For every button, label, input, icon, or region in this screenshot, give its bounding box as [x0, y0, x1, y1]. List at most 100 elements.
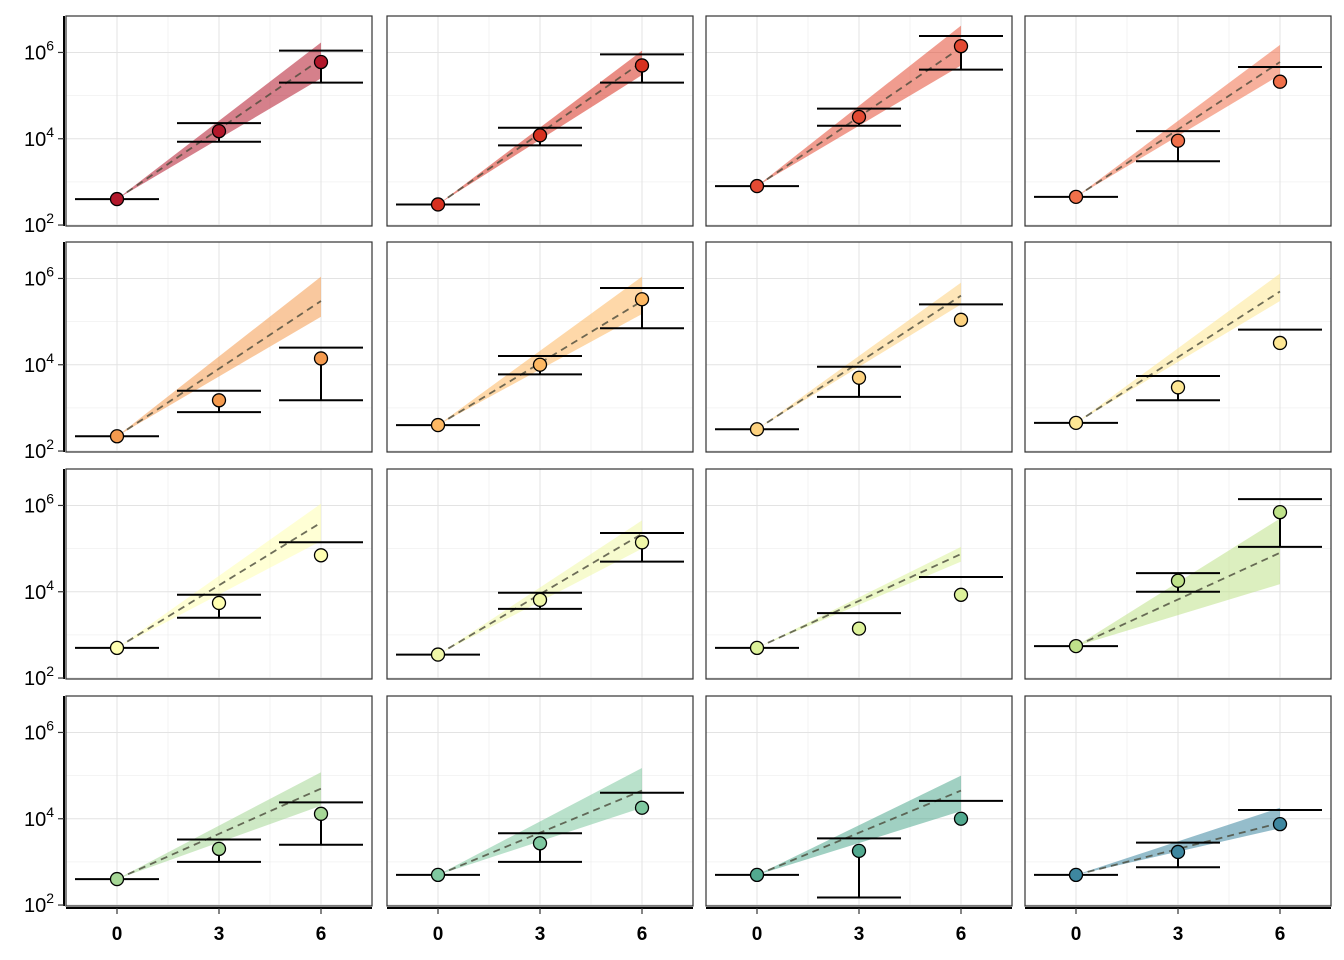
confidence-band: [117, 503, 321, 648]
data-point: [532, 128, 548, 143]
panel-10: [386, 468, 694, 680]
y-tick-label: 102: [24, 890, 54, 917]
data-point: [430, 867, 446, 883]
data-point: [1068, 415, 1084, 431]
data-point: [313, 806, 329, 821]
confidence-band: [117, 276, 321, 437]
data-point: [1068, 189, 1084, 205]
data-point: [1170, 133, 1186, 148]
trend-line: [437, 533, 643, 656]
data-point: [532, 592, 548, 607]
x-tick-label: 3: [214, 924, 225, 945]
data-point: [851, 370, 867, 385]
data-point: [313, 351, 329, 366]
data-point: [953, 811, 969, 826]
data-point: [211, 124, 227, 139]
panel-9: 102 104 106: [24, 468, 373, 690]
data-point: [953, 312, 969, 327]
confidence-band: [757, 546, 961, 648]
confidence-band: [117, 42, 321, 200]
data-point: [211, 393, 227, 408]
data-point: [313, 54, 329, 70]
data-point: [1170, 844, 1186, 860]
panel-border: [65, 241, 373, 453]
data-point: [109, 640, 125, 656]
trend-line: [116, 787, 322, 880]
panel-border: [386, 241, 694, 453]
data-point: [953, 587, 969, 602]
data-point: [313, 548, 329, 563]
panel-7: [705, 241, 1013, 453]
data-point: [211, 595, 227, 611]
trend-line: [1075, 551, 1281, 647]
confidence-band: [1076, 273, 1280, 423]
panel-5: 102 104 106: [24, 241, 373, 463]
x-tick-label: 6: [956, 924, 967, 945]
data-point: [1170, 573, 1186, 588]
data-point: [634, 800, 650, 815]
panel-border: [1024, 695, 1332, 907]
data-point: [749, 178, 765, 194]
panel-border: [705, 468, 1013, 680]
y-tick-label: 104: [24, 577, 54, 604]
panel-16: 0 3 6: [1024, 695, 1332, 945]
data-point: [1068, 867, 1084, 883]
y-tick-label: 104: [24, 804, 54, 831]
data-point: [634, 292, 650, 307]
data-point: [430, 417, 446, 433]
data-point: [851, 109, 867, 125]
data-point: [749, 422, 765, 437]
x-tick-label: 6: [316, 924, 327, 945]
panel-1: 102 104 106: [24, 15, 373, 237]
y-tick-label: 104: [24, 124, 54, 151]
confidence-band: [757, 775, 961, 875]
confidence-band: [757, 282, 961, 430]
trend-line: [116, 521, 322, 649]
data-point: [1272, 816, 1288, 832]
x-tick-label: 3: [854, 924, 865, 945]
panel-2: [386, 15, 694, 227]
data-point: [211, 841, 227, 857]
data-point: [634, 58, 650, 73]
x-tick-label: 6: [637, 924, 648, 945]
x-tick-label: 3: [535, 924, 546, 945]
y-tick-label: 106: [24, 717, 54, 744]
confidence-band: [117, 772, 321, 880]
panel-4: [1024, 15, 1332, 227]
confidence-band: [438, 276, 642, 426]
panel-12: [1024, 468, 1332, 680]
panel-border: [386, 468, 694, 680]
data-point: [109, 429, 125, 444]
trend-line: [116, 300, 322, 438]
confidence-band: [1076, 807, 1280, 875]
y-tick-label: 104: [24, 350, 54, 377]
trend-line: [756, 789, 962, 876]
panel-border: [386, 695, 694, 907]
panel-border: [1024, 15, 1332, 227]
data-point: [851, 621, 867, 636]
data-point: [851, 843, 867, 859]
panel-border: [1024, 241, 1332, 453]
x-tick-label: 0: [433, 924, 444, 945]
data-point: [109, 871, 125, 887]
data-point: [749, 640, 765, 656]
panel-border: [705, 15, 1013, 227]
y-tick-label: 106: [24, 263, 54, 290]
confidence-band: [757, 25, 961, 187]
x-tick-label: 3: [1173, 924, 1184, 945]
confidence-band: [1076, 44, 1280, 197]
trend-line: [1075, 290, 1281, 424]
data-point: [1272, 74, 1288, 89]
data-point: [953, 39, 969, 54]
panel-6: [386, 241, 694, 453]
panel-8: [1024, 241, 1332, 453]
panel-14: 0 3 6: [386, 695, 694, 945]
data-point: [1170, 380, 1186, 395]
panel-border: [705, 695, 1013, 907]
data-point: [532, 357, 548, 372]
panel-border: [386, 15, 694, 227]
y-tick-label: 102: [24, 210, 54, 237]
x-tick-label: 6: [1275, 924, 1286, 945]
data-point: [1272, 335, 1288, 351]
